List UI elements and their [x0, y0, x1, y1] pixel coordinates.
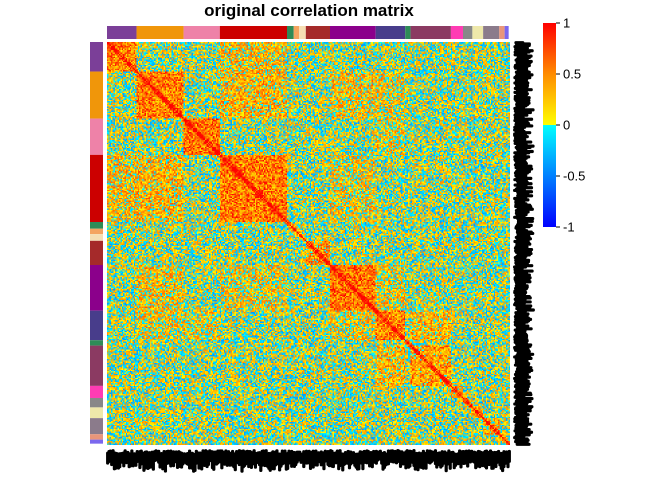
top-group-segment — [293, 26, 300, 39]
top-group-segment — [499, 26, 505, 39]
top-group-segment — [183, 26, 220, 39]
left-group-segment — [90, 264, 103, 311]
row-label-mark — [515, 442, 531, 446]
top-group-segment — [504, 26, 509, 39]
top-group-segment — [472, 26, 484, 39]
color-legend: 1 0.5 0 -0.5 -1 — [543, 16, 585, 235]
left-group-segment — [90, 434, 103, 440]
top-group-annotation-bar — [107, 26, 509, 39]
left-group-segment — [90, 418, 103, 435]
top-group-segment — [299, 26, 306, 39]
left-group-segment — [90, 222, 103, 229]
left-group-segment — [90, 234, 103, 241]
column-label-mark — [507, 449, 511, 463]
left-group-segment — [90, 345, 103, 386]
legend-tick-label: -1 — [563, 220, 575, 235]
top-group-segment — [219, 26, 288, 39]
column-labels — [106, 449, 511, 473]
left-group-segment — [90, 42, 103, 72]
left-group-segment — [90, 439, 103, 444]
left-group-segment — [90, 340, 103, 346]
left-group-segment — [90, 397, 103, 408]
legend-tick-label: 0.5 — [563, 67, 581, 82]
heatmap-cells — [107, 42, 510, 445]
heatmap-matrix — [107, 42, 510, 445]
top-group-segment — [405, 26, 411, 39]
legend-color-bar — [543, 23, 556, 227]
left-group-segment — [90, 240, 103, 265]
left-group-segment — [90, 118, 103, 155]
top-group-segment — [136, 26, 184, 39]
row-labels — [513, 41, 535, 446]
chart-title: original correlation matrix — [204, 1, 414, 20]
top-group-segment — [462, 26, 473, 39]
legend-tick-label: -0.5 — [563, 169, 585, 184]
top-group-segment — [305, 26, 330, 39]
top-group-segment — [107, 26, 137, 39]
top-group-segment — [483, 26, 500, 39]
left-group-segment — [90, 385, 103, 398]
top-group-segment — [410, 26, 451, 39]
top-group-segment — [450, 26, 463, 39]
left-group-segment — [90, 310, 103, 341]
left-group-segment — [90, 154, 103, 223]
legend-tick-label: 0 — [563, 118, 570, 133]
top-group-segment — [375, 26, 406, 39]
left-group-annotation-bar — [90, 42, 103, 444]
top-group-segment — [329, 26, 376, 39]
top-group-segment — [287, 26, 294, 39]
legend-tick-label: 1 — [563, 16, 570, 31]
left-group-segment — [90, 228, 103, 235]
left-group-segment — [90, 407, 103, 419]
left-group-segment — [90, 71, 103, 119]
